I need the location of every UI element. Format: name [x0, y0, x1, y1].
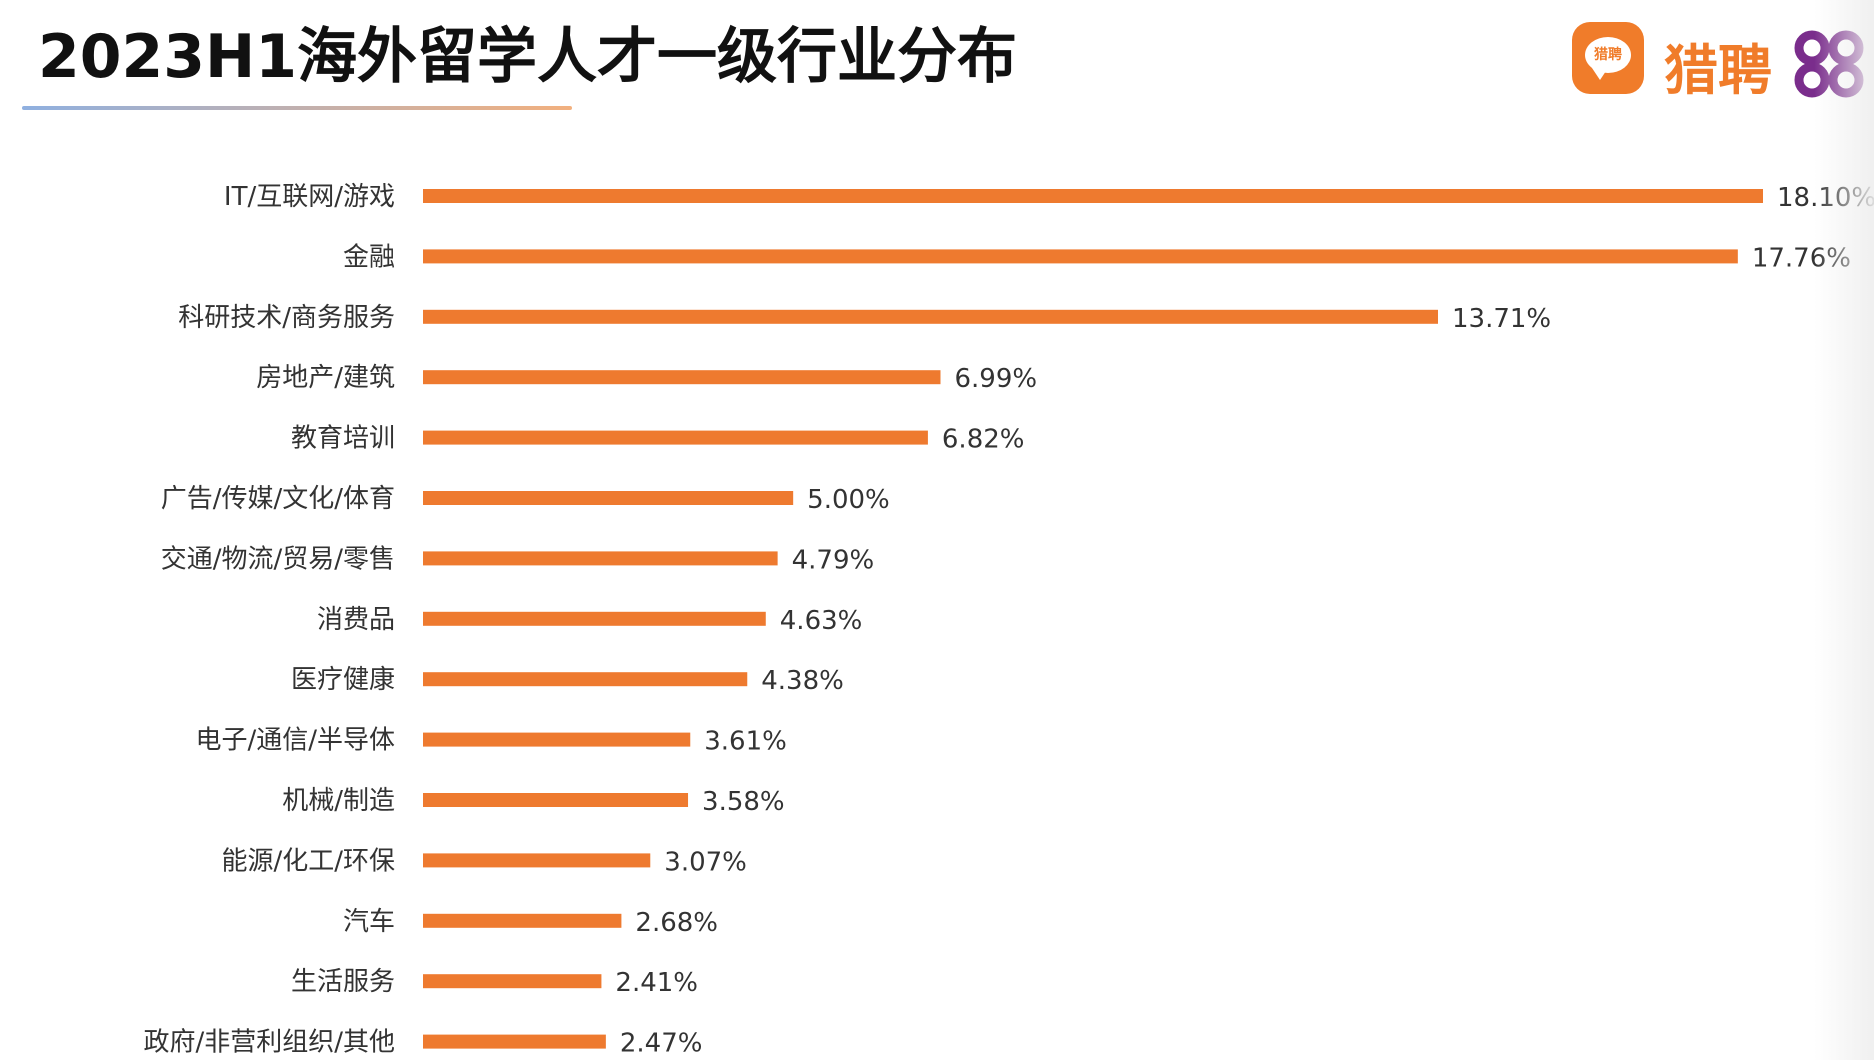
category-label: 生活服务 — [291, 967, 395, 997]
category-label: IT/互联网/游戏 — [224, 182, 395, 212]
liepin-logo-icon: 猎聘 — [1572, 22, 1644, 94]
category-label: 金融 — [343, 242, 395, 272]
category-label: 能源/化工/环保 — [221, 846, 395, 876]
bar — [423, 732, 691, 747]
page-title: 2023H1海外留学人才一级行业分布 — [38, 22, 1017, 92]
category-label: 教育培训 — [291, 424, 395, 454]
data-label: 13.71% — [1452, 304, 1551, 334]
category-label: 科研技术/商务服务 — [178, 303, 395, 333]
data-label: 2.68% — [635, 908, 718, 938]
bar — [423, 189, 1763, 203]
data-label: 4.63% — [780, 606, 863, 636]
category-label: 广告/传媒/文化/体育 — [161, 484, 395, 514]
data-label: 18.10% — [1777, 183, 1874, 213]
category-label: 政府/非营利组织/其他 — [143, 1028, 395, 1058]
logo-brand-text: 猎聘 — [1664, 39, 1772, 98]
bar — [423, 1034, 606, 1049]
category-label: 医疗健康 — [291, 665, 395, 695]
bar — [423, 309, 1438, 324]
title-underline — [22, 106, 572, 110]
category-label: 消费品 — [317, 605, 395, 635]
data-label: 2.41% — [615, 968, 698, 998]
bar — [423, 974, 602, 989]
bar — [423, 551, 778, 566]
bar — [423, 853, 651, 868]
bar — [423, 793, 689, 807]
category-label: 交通/物流/贸易/零售 — [161, 544, 395, 574]
bar — [423, 430, 928, 445]
data-label: 4.38% — [761, 666, 844, 696]
data-label: 2.47% — [620, 1029, 703, 1059]
category-label: 机械/制造 — [282, 786, 395, 816]
data-label: 6.82% — [942, 425, 1025, 455]
bar — [423, 672, 748, 687]
bar — [423, 913, 622, 928]
data-label: 5.00% — [807, 485, 890, 515]
data-label: 3.58% — [702, 787, 785, 817]
category-label: 电子/通信/半导体 — [195, 726, 395, 756]
bar — [423, 370, 941, 385]
logo-bubble-tail — [1592, 68, 1608, 80]
category-label: 汽车 — [343, 907, 395, 937]
bar — [423, 249, 1738, 264]
bar — [423, 491, 794, 505]
bar — [423, 611, 766, 626]
data-label: 3.61% — [704, 727, 787, 757]
data-label: 3.07% — [664, 847, 747, 877]
logo-badge-text: 猎聘 — [1585, 37, 1631, 73]
category-label: 房地产/建筑 — [256, 363, 395, 393]
data-label: 4.79% — [792, 545, 875, 575]
data-label: 6.99% — [954, 364, 1037, 394]
data-label: 17.76% — [1752, 243, 1851, 273]
